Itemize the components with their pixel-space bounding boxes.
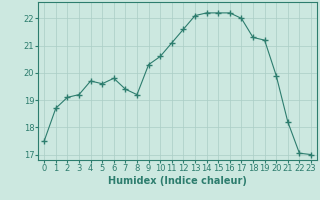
- X-axis label: Humidex (Indice chaleur): Humidex (Indice chaleur): [108, 176, 247, 186]
